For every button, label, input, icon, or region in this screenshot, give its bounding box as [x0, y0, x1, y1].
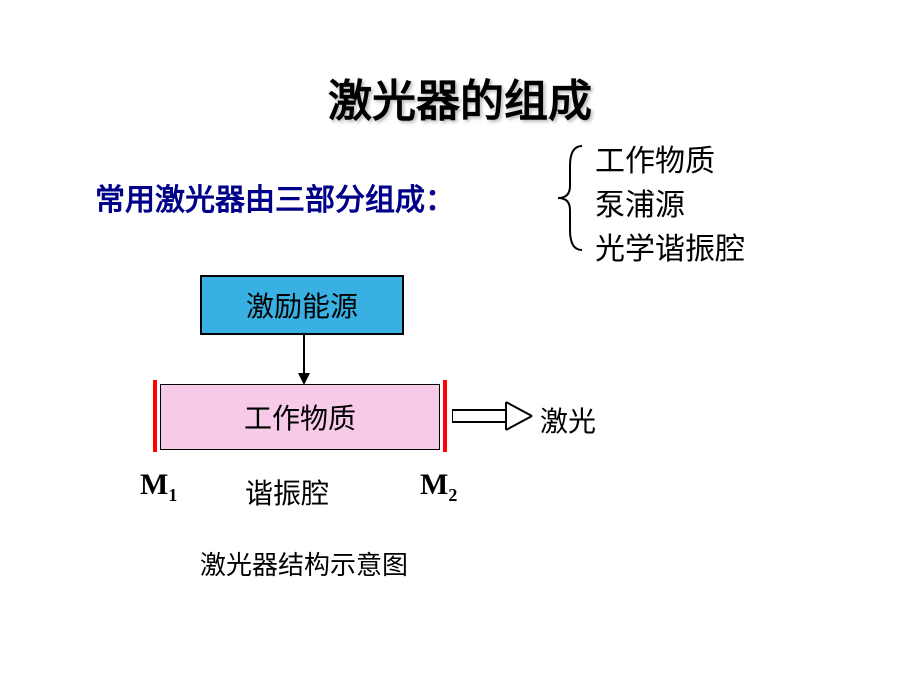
slide-title: 激光器的组成 — [0, 65, 920, 129]
resonator-label: 谐振腔 — [245, 472, 329, 512]
m1-label: M1 — [140, 468, 177, 506]
diagram-caption: 激光器结构示意图 — [200, 545, 408, 582]
arrow-down-icon — [296, 333, 312, 385]
energy-source-box: 激励能源 — [200, 275, 404, 335]
component-item-3: 光学谐振腔 — [595, 228, 745, 272]
intro-text: 常用激光器由三部分组成： — [95, 175, 455, 219]
gain-medium-label: 工作物质 — [244, 397, 356, 437]
m2-letter: M — [420, 468, 448, 501]
mirror-m2 — [443, 380, 447, 452]
laser-output-label: 激光 — [540, 400, 596, 440]
m2-sub: 2 — [448, 485, 457, 505]
component-list: 工作物质 泵浦源 光学谐振腔 — [595, 140, 745, 272]
brace-icon — [552, 138, 592, 258]
m1-sub: 1 — [168, 485, 177, 505]
m1-letter: M — [140, 468, 168, 501]
gain-medium-box: 工作物质 — [160, 384, 440, 450]
energy-source-label: 激励能源 — [246, 285, 358, 325]
component-item-2: 泵浦源 — [595, 184, 745, 228]
mirror-m1 — [153, 380, 157, 452]
m2-label: M2 — [420, 468, 457, 506]
output-arrow-icon — [452, 400, 536, 432]
component-item-1: 工作物质 — [595, 140, 745, 184]
